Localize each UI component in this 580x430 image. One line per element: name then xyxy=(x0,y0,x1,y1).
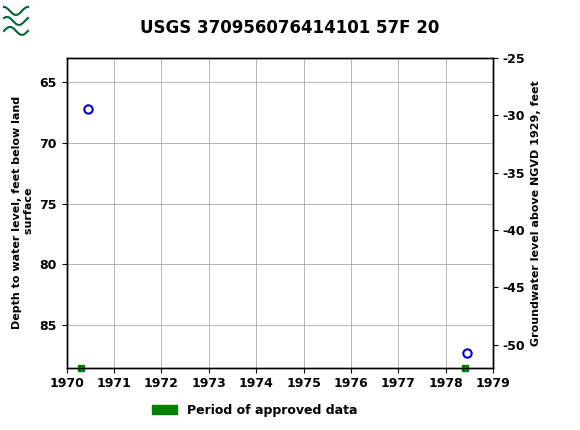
Y-axis label: Depth to water level, feet below land
 surface: Depth to water level, feet below land su… xyxy=(12,96,34,329)
Y-axis label: Groundwater level above NGVD 1929, feet: Groundwater level above NGVD 1929, feet xyxy=(531,80,541,346)
Bar xyxy=(2,2,70,39)
Legend: Period of approved data: Period of approved data xyxy=(147,399,363,421)
Text: USGS: USGS xyxy=(38,10,102,31)
Text: USGS 370956076414101 57F 20: USGS 370956076414101 57F 20 xyxy=(140,19,440,37)
